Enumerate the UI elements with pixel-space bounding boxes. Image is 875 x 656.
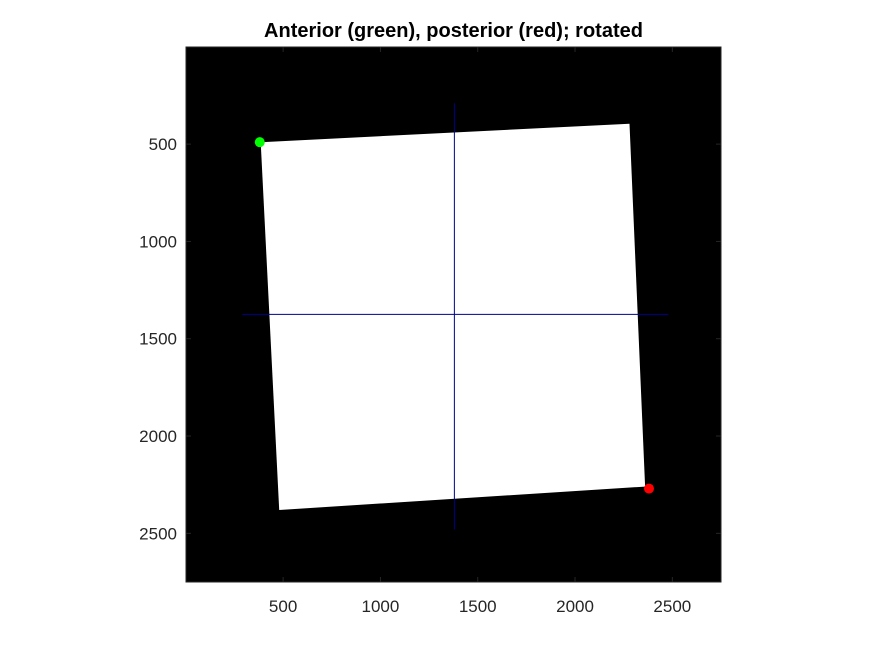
y-tick-label: 2000 bbox=[139, 427, 177, 446]
axes-frame bbox=[185, 46, 722, 583]
x-tick-label: 500 bbox=[269, 597, 297, 616]
anterior-point bbox=[254, 137, 265, 148]
x-tick-label: 1500 bbox=[459, 597, 497, 616]
chart-title: Anterior (green), posterior (red); rotat… bbox=[264, 20, 643, 42]
y-tick-label: 2500 bbox=[139, 524, 177, 543]
y-tick-label: 500 bbox=[149, 135, 177, 154]
x-tick-label: 1000 bbox=[362, 597, 400, 616]
x-tick-label: 2500 bbox=[653, 597, 691, 616]
y-tick-label: 1500 bbox=[139, 330, 177, 349]
rotated-region bbox=[260, 123, 646, 510]
x-tick-label: 2000 bbox=[556, 597, 594, 616]
y-tick-label: 1000 bbox=[139, 232, 177, 251]
posterior-point bbox=[643, 483, 654, 494]
